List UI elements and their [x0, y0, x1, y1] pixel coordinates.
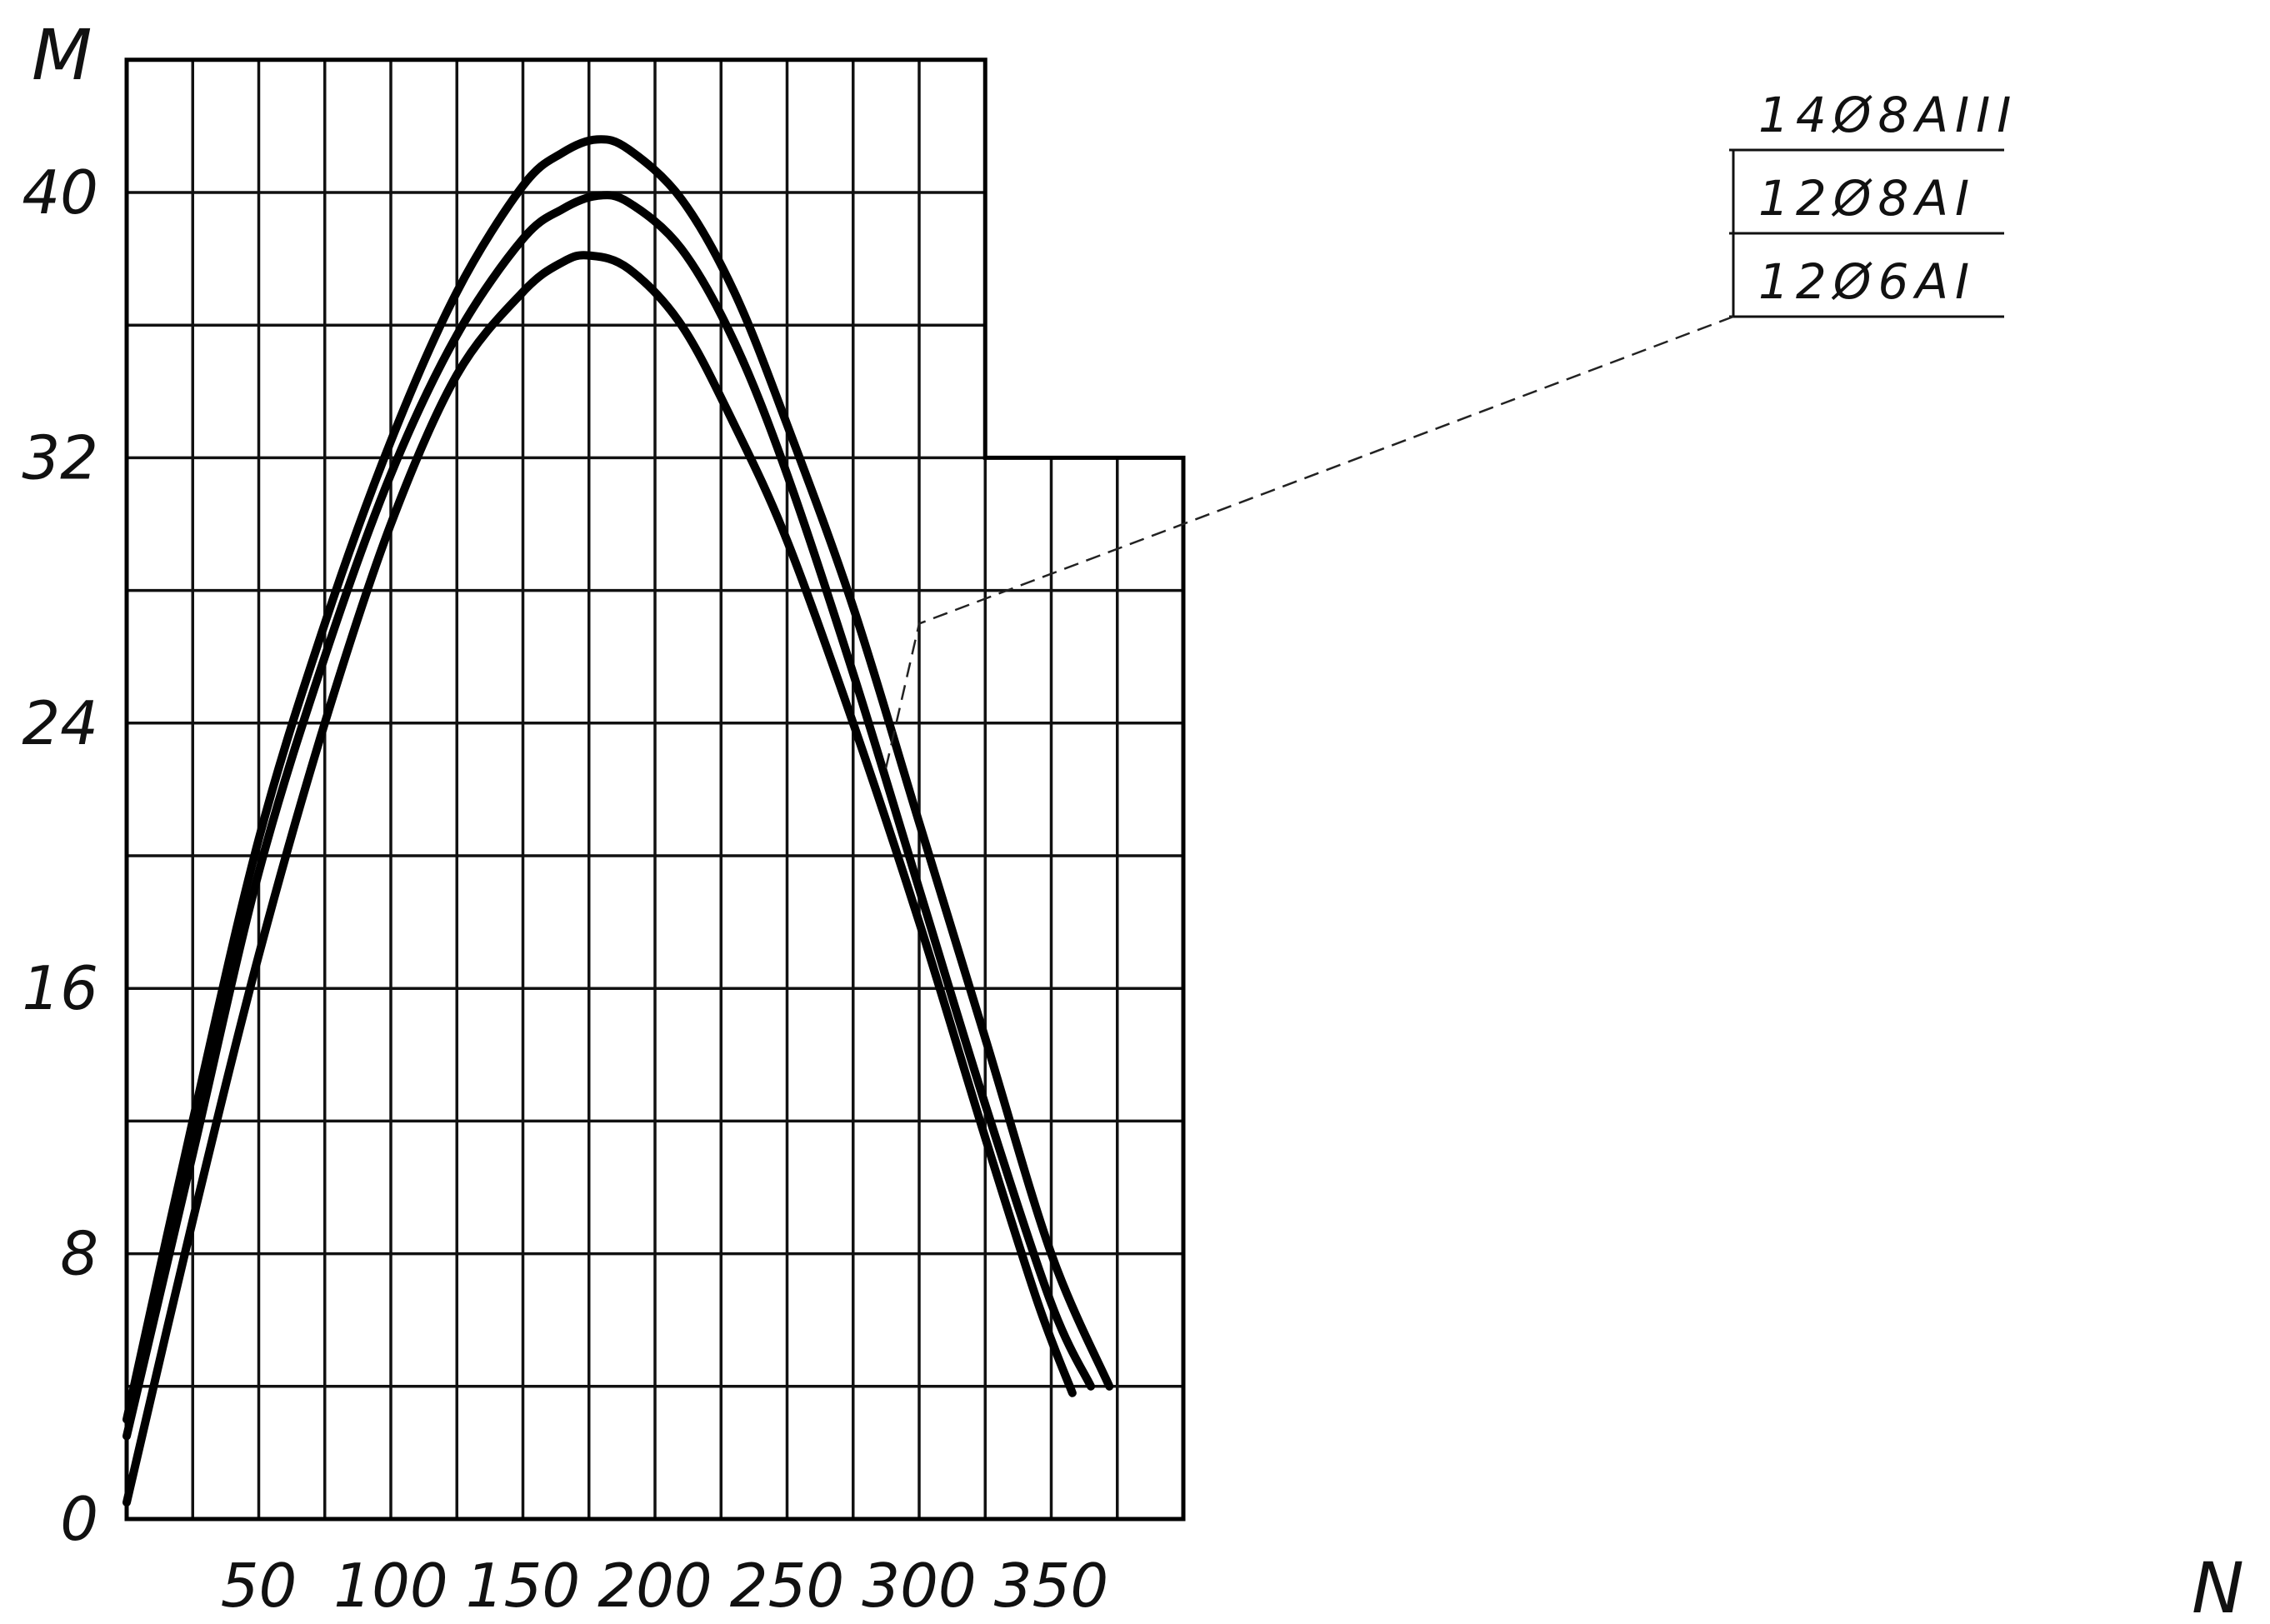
legend: 14Ø8AIII 12Ø8AI 12Ø6AI: [883, 87, 2018, 773]
y-tick-label: 24: [22, 688, 98, 758]
x-tick-label: 200: [598, 1551, 712, 1621]
y-tick-label: 32: [22, 422, 98, 492]
y-axis-title: M: [32, 14, 92, 96]
series-line-1: [122, 135, 1114, 1424]
series-lines: [122, 135, 1114, 1507]
x-tick-label: 300: [862, 1551, 976, 1621]
series-line-3: [122, 251, 1077, 1507]
x-tick-label: 350: [994, 1551, 1108, 1621]
x-axis-title: N: [2192, 1547, 2244, 1624]
legend-leader-line: [883, 315, 1734, 773]
y-tick-label: 16: [22, 953, 98, 1023]
legend-entry-1: 14Ø8AIII: [1758, 87, 2018, 143]
y-tick-label: 40: [22, 157, 98, 227]
x-tick-labels: 50 100 150 200 250 300 350: [221, 1551, 1109, 1621]
x-tick-label: 50: [221, 1551, 298, 1621]
x-tick-label: 250: [730, 1551, 844, 1621]
plot-border: [124, 57, 1186, 1522]
legend-entry-2: 12Ø8AI: [1758, 170, 1976, 227]
y-tick-labels: 0 8 16 24 32 40: [22, 157, 98, 1554]
x-tick-label: 150: [466, 1551, 580, 1621]
plot-frame: [124, 57, 1186, 1522]
legend-entry-3: 12Ø6AI: [1758, 253, 1976, 310]
series-line-2: [122, 191, 1096, 1441]
y-tick-label: 8: [60, 1219, 98, 1289]
x-tick-label: 100: [333, 1551, 448, 1621]
y-tick-label: 0: [60, 1484, 98, 1554]
